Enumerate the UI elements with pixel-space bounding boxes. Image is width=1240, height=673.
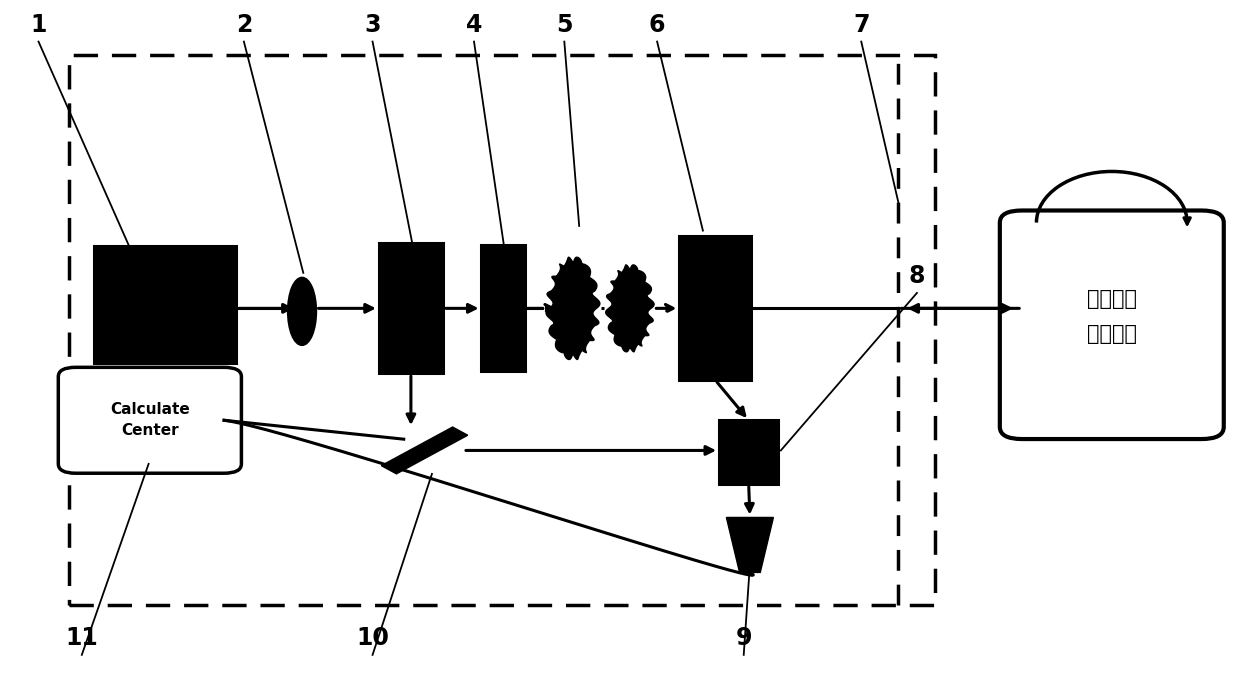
Text: 7: 7 bbox=[853, 13, 869, 37]
Text: 6: 6 bbox=[649, 13, 666, 37]
Ellipse shape bbox=[289, 278, 316, 345]
Bar bbox=[719, 420, 779, 484]
Text: 待测振动
旋转物体: 待测振动 旋转物体 bbox=[1086, 289, 1137, 344]
Text: 2: 2 bbox=[236, 13, 252, 37]
FancyBboxPatch shape bbox=[58, 367, 242, 473]
Polygon shape bbox=[546, 257, 600, 359]
Text: Calculate
Center: Calculate Center bbox=[110, 402, 190, 438]
Bar bbox=[69, 55, 935, 604]
Text: 9: 9 bbox=[735, 626, 751, 650]
Polygon shape bbox=[727, 518, 774, 573]
Text: 11: 11 bbox=[66, 626, 98, 650]
Bar bbox=[378, 243, 443, 374]
Polygon shape bbox=[605, 265, 655, 352]
FancyBboxPatch shape bbox=[999, 211, 1224, 439]
Text: 3: 3 bbox=[365, 13, 381, 37]
Text: 5: 5 bbox=[556, 13, 573, 37]
Bar bbox=[481, 246, 525, 371]
Text: 1: 1 bbox=[30, 13, 47, 37]
Bar bbox=[680, 236, 751, 380]
Text: 8: 8 bbox=[909, 264, 925, 288]
Polygon shape bbox=[382, 427, 467, 474]
Text: 4: 4 bbox=[466, 13, 482, 37]
Text: 10: 10 bbox=[356, 626, 389, 650]
Bar bbox=[94, 246, 237, 363]
